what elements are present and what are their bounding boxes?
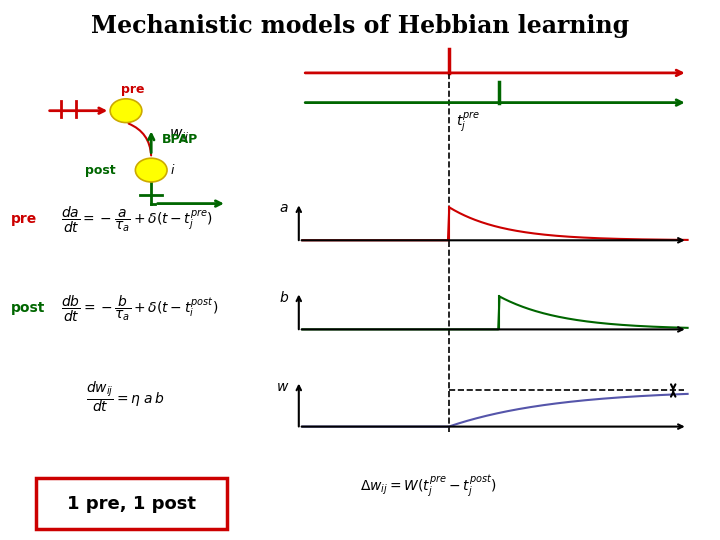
Text: $\Delta w_{ij} = W(t_j^{pre} - t_j^{post})$: $\Delta w_{ij} = W(t_j^{pre} - t_j^{post…: [360, 473, 497, 499]
Text: $\dfrac{db}{dt} = -\dfrac{b}{\tau_a} + \delta(t - t_i^{post})$: $\dfrac{db}{dt} = -\dfrac{b}{\tau_a} + \…: [61, 294, 218, 324]
Circle shape: [110, 99, 142, 123]
Circle shape: [135, 158, 167, 182]
Text: 1 pre, 1 post: 1 pre, 1 post: [67, 495, 196, 512]
Text: pre: pre: [122, 83, 145, 96]
FancyBboxPatch shape: [36, 478, 227, 529]
Text: post: post: [11, 301, 45, 315]
Text: $w_{ij}$: $w_{ij}$: [169, 127, 189, 145]
Text: BPAP: BPAP: [162, 133, 198, 146]
Text: a: a: [279, 201, 288, 215]
Text: j: j: [132, 103, 135, 116]
Text: $\dfrac{da}{dt} = -\dfrac{a}{\tau_a} + \delta(t - t_j^{pre})$: $\dfrac{da}{dt} = -\dfrac{a}{\tau_a} + \…: [61, 205, 213, 235]
Text: post: post: [85, 164, 116, 177]
Text: $t_j^{pre}$: $t_j^{pre}$: [456, 111, 480, 134]
Text: w: w: [276, 380, 288, 394]
Text: pre: pre: [11, 212, 37, 226]
Text: b: b: [279, 291, 288, 305]
Text: $\dfrac{dw_{ij}}{dt} = \eta\; a\, b$: $\dfrac{dw_{ij}}{dt} = \eta\; a\, b$: [86, 380, 165, 414]
Text: i: i: [171, 164, 174, 177]
Text: Mechanistic models of Hebbian learning: Mechanistic models of Hebbian learning: [91, 14, 629, 37]
